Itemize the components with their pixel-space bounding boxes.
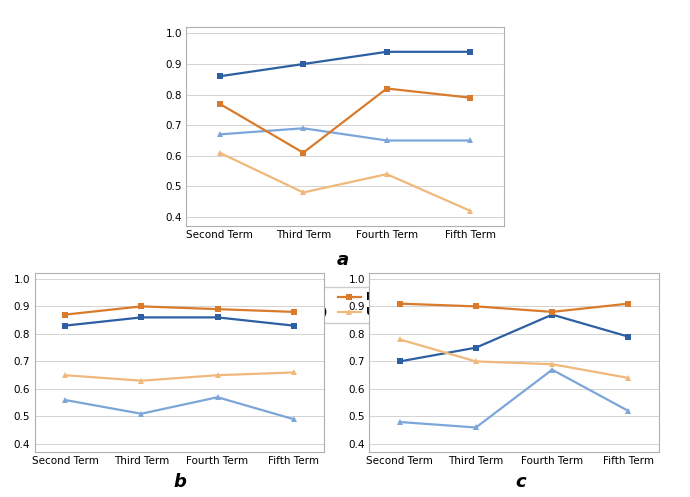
Text: b: b xyxy=(173,473,186,491)
Text: a: a xyxy=(337,251,349,269)
Text: c: c xyxy=(515,473,526,491)
Legend: Rice (Beijing), Unity (Beijing), Rice (Democracy), Unity (Democracy): Rice (Beijing), Unity (Beijing), Rice (D… xyxy=(209,287,481,323)
